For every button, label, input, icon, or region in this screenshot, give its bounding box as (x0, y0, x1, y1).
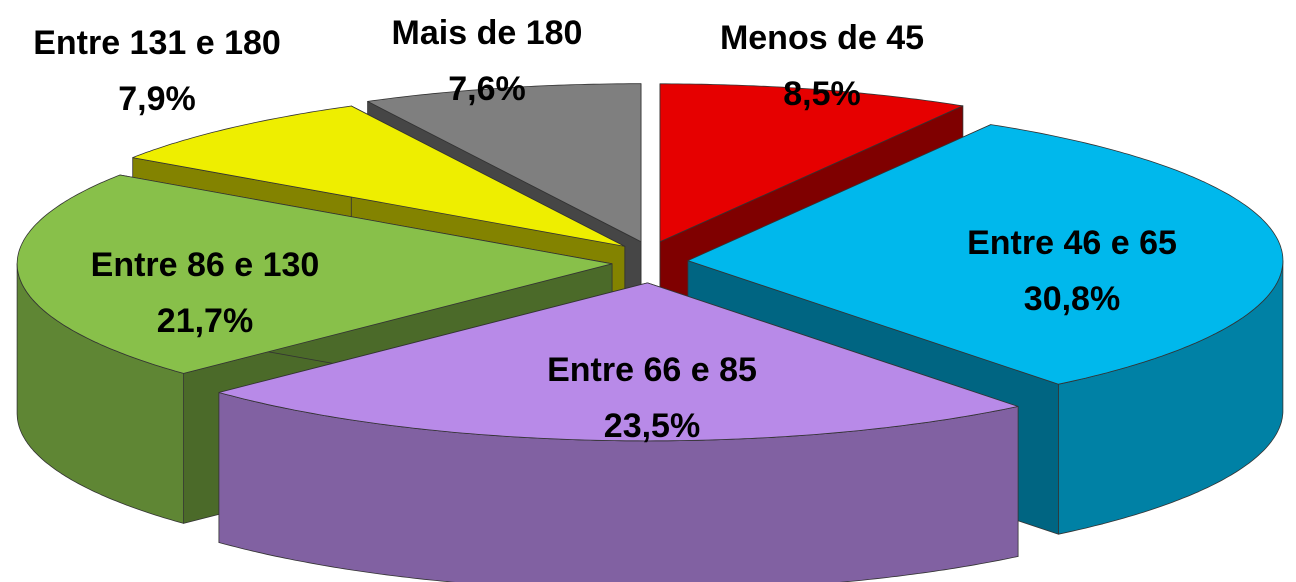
slice (659, 83, 964, 243)
slice (218, 282, 1019, 442)
slice-value-label: 7,6% (448, 70, 526, 108)
slice-value-label: 21,7% (157, 302, 253, 340)
slice (16, 174, 613, 374)
slice (367, 83, 642, 243)
slice (687, 124, 1284, 385)
slice-value-label: 30,8% (1024, 280, 1120, 318)
slice-label: Menos de 45 (720, 19, 924, 57)
slice-label: Entre 46 e 65 (967, 224, 1177, 262)
slice (132, 105, 626, 247)
slice-label: Entre 86 e 130 (91, 246, 320, 284)
slice-value-label: 7,9% (118, 80, 196, 118)
slice-label: Entre 66 e 85 (547, 351, 757, 389)
slice-value-label: 8,5% (783, 75, 861, 113)
slice-label: Mais de 180 (392, 14, 583, 52)
slice-value-label: 23,5% (604, 407, 700, 445)
slice-label: Entre 131 e 180 (33, 24, 281, 62)
